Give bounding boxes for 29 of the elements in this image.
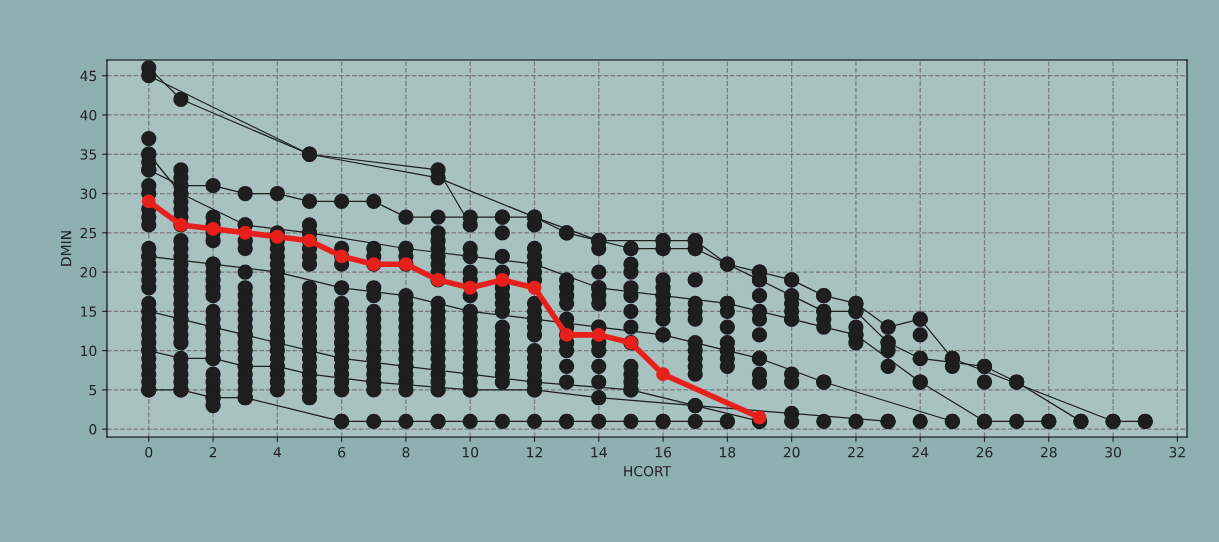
x-tick-label: 6 <box>338 446 346 458</box>
y-axis-title: DMIN <box>61 231 72 266</box>
y-tick-label: 5 <box>89 385 97 396</box>
y-tick-label: 25 <box>80 227 97 239</box>
y-tick-label: 20 <box>80 267 97 278</box>
x-tick-label: 20 <box>783 446 800 458</box>
x-tick-label: 4 <box>273 447 281 458</box>
x-tick-label: 22 <box>848 446 864 458</box>
x-tick-label: 10 <box>462 446 479 458</box>
x-tick-label: 8 <box>402 446 410 458</box>
x-axis-title: HCORT <box>624 465 672 477</box>
x-tick-label: 14 <box>591 447 607 458</box>
x-tick-label: 26 <box>976 446 993 458</box>
x-tick-label: 28 <box>1040 446 1057 458</box>
y-tick-label: 30 <box>80 188 97 199</box>
x-tick-label: 16 <box>655 446 672 458</box>
x-tick-label: 18 <box>720 446 736 458</box>
y-tick-label: 45 <box>80 70 97 82</box>
y-tick-label: 40 <box>80 109 97 121</box>
x-tick-label: 0 <box>145 446 153 458</box>
y-tick-label: 10 <box>81 345 97 357</box>
x-tick-label: 30 <box>1105 446 1121 458</box>
y-tick-label: 15 <box>81 306 97 317</box>
x-tick-label: 2 <box>209 446 217 458</box>
y-tick-label: 35 <box>80 149 97 160</box>
x-tick-label: 32 <box>1169 446 1185 458</box>
x-tick-label: 24 <box>912 446 929 458</box>
x-tick-label: 12 <box>527 446 542 458</box>
y-tick-label: 0 <box>89 424 97 435</box>
